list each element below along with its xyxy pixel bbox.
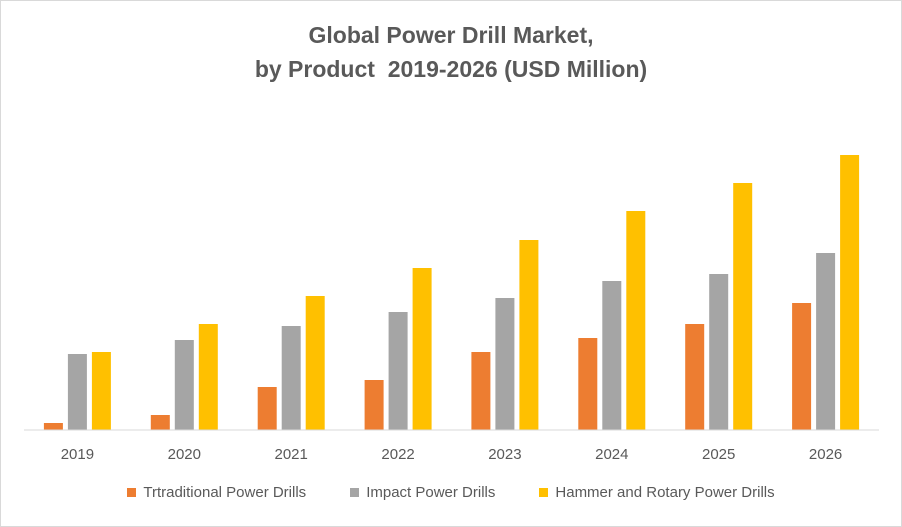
- legend-item-impact: Impact Power Drills: [350, 484, 495, 501]
- bar-impact-2025: [709, 274, 729, 430]
- bar-traditional-2021: [257, 387, 277, 430]
- chart-title: Global Power Drill Market, by Product 20…: [0, 18, 902, 86]
- bar-traditional-2020: [150, 415, 170, 430]
- x-tick-2024: 2024: [595, 446, 628, 463]
- legend-item-traditional: Trtraditional Power Drills: [127, 484, 306, 501]
- x-tick-2020: 2020: [168, 446, 201, 463]
- bar-traditional-2019: [43, 423, 63, 430]
- bar-hammer-rotary-2019: [91, 352, 111, 430]
- bar-impact-2023: [495, 298, 515, 430]
- legend-swatch-impact: [350, 488, 360, 497]
- legend-item-hammer-rotary: Hammer and Rotary Power Drills: [539, 484, 775, 501]
- legend-label-impact: Impact Power Drills: [366, 484, 496, 501]
- x-tick-2023: 2023: [488, 446, 521, 463]
- bar-hammer-rotary-2024: [626, 211, 646, 430]
- legend: Trtraditional Power Drills Impact Power …: [0, 484, 902, 501]
- x-tick-2021: 2021: [275, 446, 308, 463]
- x-tick-2019: 2019: [61, 446, 94, 463]
- bars-layer: [43, 155, 860, 430]
- chart-title-line-1: Global Power Drill Market,: [308, 22, 594, 48]
- legend-label-hammer-rotary: Hammer and Rotary Power Drills: [555, 484, 775, 501]
- bar-hammer-rotary-2025: [733, 183, 753, 430]
- bar-hammer-rotary-2022: [412, 268, 432, 430]
- legend-swatch-traditional: [127, 488, 137, 497]
- bar-hammer-rotary-2020: [198, 324, 218, 430]
- legend-label-traditional: Trtraditional Power Drills: [143, 484, 307, 501]
- x-tick-2026: 2026: [809, 446, 842, 463]
- bar-hammer-rotary-2026: [840, 155, 860, 430]
- x-tick-labels: 2019 2020 2021 2022 2023 2024 2025 2026: [61, 446, 843, 463]
- bar-impact-2022: [388, 312, 408, 430]
- chart-title-line-2: by Product 2019-2026 (USD Million): [254, 56, 648, 82]
- x-tick-2022: 2022: [381, 446, 414, 463]
- x-tick-2025: 2025: [702, 446, 735, 463]
- bar-impact-2021: [281, 326, 301, 430]
- bar-hammer-rotary-2023: [519, 240, 539, 430]
- bar-impact-2019: [67, 354, 87, 430]
- bar-traditional-2025: [685, 324, 705, 430]
- bar-impact-2020: [174, 340, 194, 430]
- bar-impact-2024: [602, 281, 622, 430]
- bar-hammer-rotary-2021: [305, 296, 325, 430]
- bar-traditional-2026: [792, 303, 812, 430]
- bar-traditional-2022: [364, 380, 384, 430]
- bar-traditional-2024: [578, 338, 598, 430]
- legend-swatch-hammer-rotary: [539, 488, 549, 497]
- bar-traditional-2023: [471, 352, 491, 430]
- bar-impact-2026: [816, 253, 836, 430]
